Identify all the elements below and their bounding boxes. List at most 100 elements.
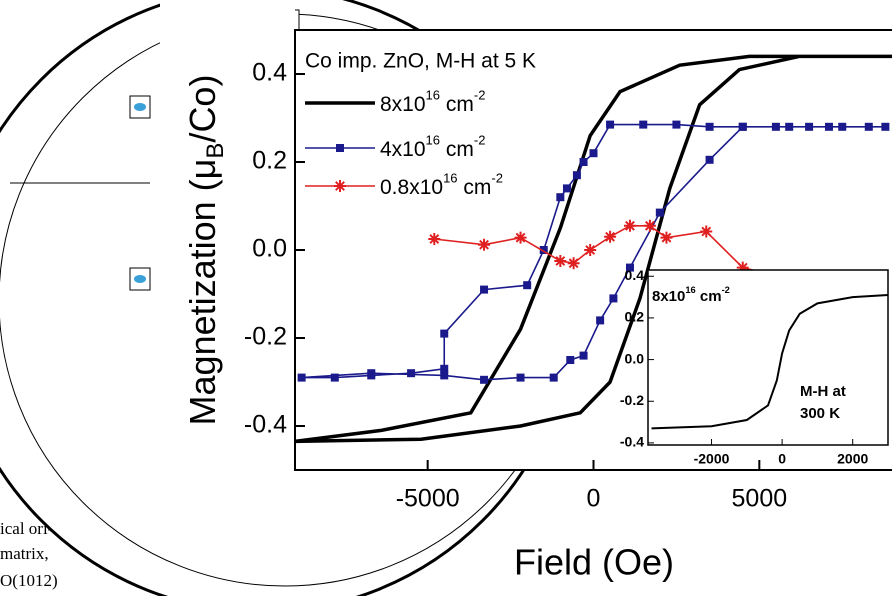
point [881, 122, 890, 131]
point [478, 238, 491, 251]
inset-y-tick-label: 0.2 [625, 309, 645, 325]
y-tick-label: -0.4 [244, 411, 287, 439]
x-tick-label: 0 [587, 485, 601, 513]
y-tick-label: 0.0 [252, 235, 287, 263]
y-tick-label: 0.2 [252, 147, 287, 175]
point [572, 171, 581, 180]
doc-text: O(1012) [0, 571, 58, 590]
point [549, 373, 558, 382]
icon-dot [134, 275, 146, 283]
legend-label-part: 8x10 [380, 93, 426, 116]
legend-label-part: -2 [474, 88, 486, 103]
inset-y-tick-label: 0.0 [625, 350, 645, 366]
point [297, 373, 306, 382]
point [596, 316, 605, 325]
point [864, 122, 873, 131]
legend-label-part: cm [440, 93, 474, 116]
inset-background [647, 269, 889, 446]
point [480, 285, 489, 294]
point [516, 373, 525, 382]
inset-label-part: cm [696, 288, 722, 305]
y-tick-label: -0.2 [244, 323, 287, 351]
inset-note: M-H at [800, 383, 846, 400]
point [738, 122, 747, 131]
inset-x-tick-label: 0 [778, 451, 786, 467]
plot-frame [294, 29, 892, 471]
inset-x-tick-label: -2000 [694, 451, 730, 467]
y-axis-label-part: Magnetization (μ [182, 159, 223, 426]
inset-y-tick-label: 0.4 [625, 267, 645, 283]
legend-marker [334, 180, 346, 192]
legend-label-part: 4x10 [380, 138, 426, 161]
legend-marker [336, 144, 344, 152]
point [539, 246, 548, 254]
point [330, 373, 339, 382]
inset-y-tick-label: -0.4 [620, 434, 644, 450]
point [554, 255, 567, 267]
point [440, 364, 449, 373]
legend-label-part: -2 [474, 133, 486, 148]
point [639, 120, 648, 129]
inset-note: 300 K [800, 405, 840, 422]
legend-label-part: 16 [426, 88, 440, 103]
inset-line [651, 294, 889, 430]
point [838, 122, 847, 131]
legend-label: 8x1016 cm-2 [380, 88, 485, 116]
x-tick-label: 5000 [732, 485, 788, 513]
point [367, 369, 376, 378]
y-tick-label: 0.4 [252, 59, 287, 87]
point [705, 122, 714, 131]
point [655, 208, 664, 217]
label-background [160, 0, 295, 520]
y-axis-label-sub: B [202, 143, 229, 159]
point [660, 231, 673, 244]
point [407, 369, 416, 378]
icon-dot [134, 103, 146, 111]
point [440, 329, 449, 338]
point [623, 219, 636, 232]
legend-label-part: -2 [491, 171, 503, 186]
point [556, 193, 565, 202]
inset-x-tick-label: 2000 [837, 451, 868, 467]
point [514, 231, 527, 244]
legend-label: 4x1016 cm-2 [380, 133, 485, 161]
legend-label-part: 0.8x10 [380, 176, 443, 199]
point [523, 281, 532, 290]
point [480, 375, 489, 384]
y-axis-label-part: /Co) [182, 75, 223, 143]
point [672, 120, 681, 129]
point [428, 233, 441, 245]
point [562, 184, 571, 193]
inset-label-part: -2 [722, 285, 730, 295]
point [785, 122, 794, 131]
legend-label-part: 16 [443, 171, 457, 186]
point [440, 371, 449, 380]
doc-text: ical ori- [0, 519, 54, 538]
point [736, 261, 749, 274]
point [771, 122, 780, 131]
inset-label-part: 16 [685, 285, 695, 295]
doc-text: matrix, [0, 544, 49, 563]
point [824, 122, 833, 131]
point [584, 244, 597, 256]
point [567, 257, 580, 270]
legend-label-part: cm [440, 138, 474, 161]
point [606, 120, 615, 129]
inset-label: 8x1016 cm-2 [652, 285, 730, 305]
x-axis-label: Field (Oe) [514, 542, 674, 583]
inset-y-tick-label: -0.2 [620, 392, 644, 408]
legend-label: 0.8x1016 cm-2 [380, 171, 503, 199]
point [579, 158, 588, 166]
y-axis-label: Magnetization (μB/Co) [182, 75, 230, 426]
point [566, 356, 575, 364]
legend-label-part: cm [458, 176, 492, 199]
point [700, 225, 713, 238]
plot-area: -5000 0 5000 -0.4 -0.2 0.0 0.2 0.4 [244, 59, 787, 513]
inset-label-part: 8x10 [652, 288, 685, 305]
chart-title: Co imp. ZnO, M-H at 5 K [305, 50, 536, 73]
legend-label-part: 16 [426, 133, 440, 148]
point [604, 230, 617, 243]
point [589, 149, 598, 158]
x-tick-label: -5000 [396, 485, 460, 513]
